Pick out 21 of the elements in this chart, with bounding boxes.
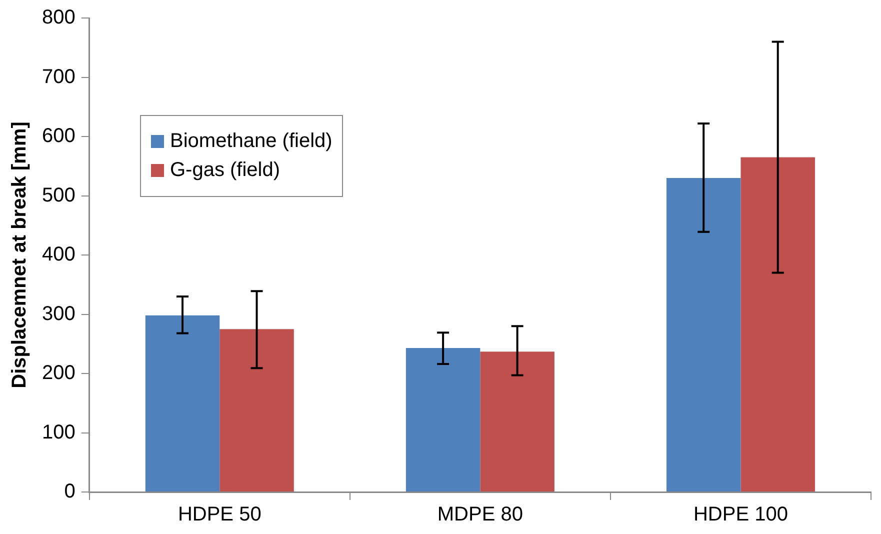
y-tick-label: 0 [64,480,76,503]
y-tick-label: 400 [42,244,76,266]
y-tick-label: 100 [42,421,76,444]
y-tick-label: 200 [42,362,76,384]
bar [406,348,480,492]
bar [480,352,554,492]
x-tick-label: HDPE 50 [178,504,262,526]
legend-label: G-gas (field) [170,159,280,182]
x-tick-label: HDPE 100 [693,504,788,526]
y-tick-label: 800 [42,6,76,29]
y-axis-title: Displacemnet at break [mm] [8,122,31,388]
bar [220,329,294,492]
bar [740,157,815,492]
legend-label: Biomethane (field) [170,130,332,153]
y-tick-label: 500 [42,184,76,206]
y-tick-label: 600 [42,125,76,148]
bar [145,315,220,492]
y-tick-label: 300 [42,302,76,325]
bar [666,178,741,492]
x-tick-label: MDPE 80 [437,504,523,526]
y-tick-label: 700 [42,66,76,88]
